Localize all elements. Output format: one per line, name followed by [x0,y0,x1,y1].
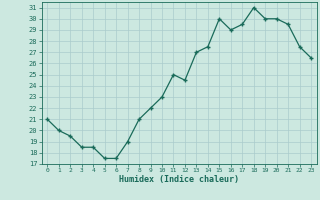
X-axis label: Humidex (Indice chaleur): Humidex (Indice chaleur) [119,175,239,184]
